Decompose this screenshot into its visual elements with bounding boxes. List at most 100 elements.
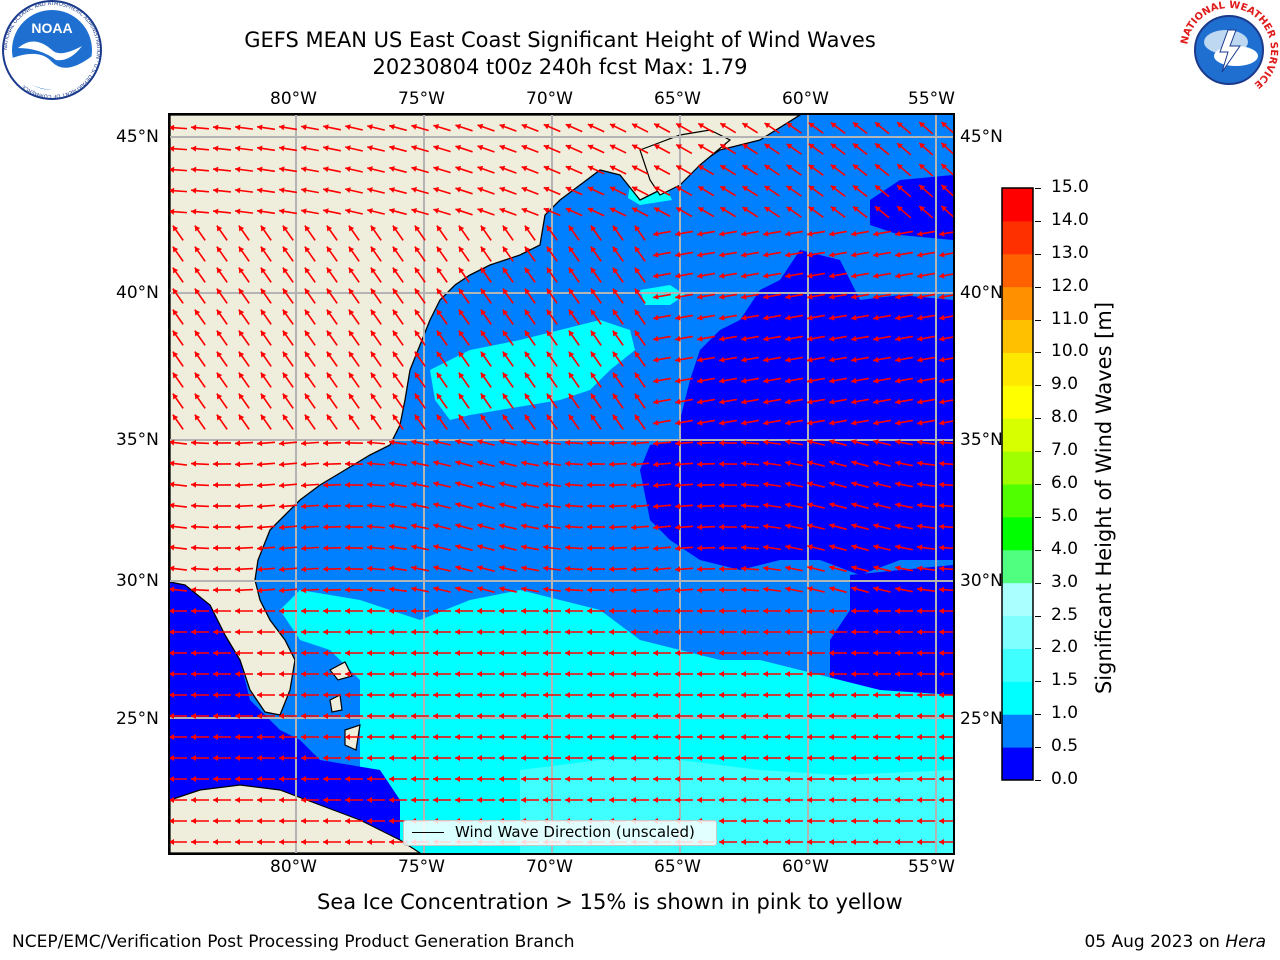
wind-arrow-head [524, 372, 531, 379]
colorbar-tick-label: 11.0 [1051, 308, 1089, 329]
wind-arrow-head [875, 185, 881, 191]
wind-arrow-head [873, 650, 878, 656]
wind-arrow-head [895, 419, 901, 426]
wind-arrow-head [565, 586, 571, 593]
wind-arrow-head [257, 187, 263, 194]
wind-arrow-head [392, 372, 399, 379]
wind-arrow-head [170, 565, 175, 572]
wind-arrow-head [191, 608, 196, 614]
wind-arrow-head [720, 123, 727, 129]
wind-arrow-head [785, 230, 791, 237]
wind-arrow-head [172, 288, 179, 295]
wind-arrow-head [654, 144, 660, 150]
wind-arrow-head [414, 309, 421, 316]
wind-arrow-head [939, 586, 945, 593]
wind-arrow-head [323, 461, 329, 468]
wind-arrow-head [477, 797, 482, 803]
wind-arrow-head [609, 608, 614, 614]
wind-arrow-head [521, 544, 527, 551]
wind-arrow-head [279, 124, 285, 131]
wind-arrow-head [213, 797, 218, 803]
wind-arrow-head [521, 713, 526, 719]
noaa-logo-icon: NOAA NATIONAL OCEANIC AND ATMOSPHERIC AD… [2, 0, 102, 100]
wind-arrow-head [521, 734, 526, 740]
wind-arrow-head [326, 225, 333, 232]
wind-arrow-head [941, 184, 948, 191]
wind-arrow-head [477, 144, 484, 151]
wind-arrow-head [807, 755, 812, 761]
wind-arrow-head [785, 398, 791, 405]
wind-arrow-head [411, 629, 416, 635]
wind-arrow-head [433, 207, 440, 214]
wind-arrow-head [634, 267, 641, 274]
wind-arrow-head [697, 293, 703, 300]
wind-arrow-head [873, 251, 879, 258]
wind-arrow-head [367, 187, 373, 193]
wind-arrow-head [609, 440, 615, 447]
wind-arrow-head [282, 372, 289, 379]
wind-arrow-head [480, 288, 487, 295]
wind-arrow-head [499, 544, 505, 551]
wind-arrow-head [719, 544, 725, 551]
wind-arrow-head [323, 208, 329, 215]
wind-arrow-head [304, 267, 311, 274]
wind-arrow-head [543, 629, 548, 635]
wind-arrow-head [521, 165, 528, 172]
wind-arrow-head [279, 145, 285, 152]
wind-arrow-head [543, 460, 549, 467]
wind-arrow-head [654, 123, 660, 129]
wind-arrow-head [851, 565, 857, 571]
wind-arrow-head [389, 481, 395, 488]
wind-arrow-head [763, 460, 769, 467]
wind-arrow-head [895, 692, 900, 698]
wind-arrow-head [741, 460, 747, 467]
colorbar-tick-mark [1035, 418, 1041, 420]
wind-arrow-head [895, 502, 901, 509]
wind-arrow-head [829, 608, 834, 614]
wind-arrow-head [895, 776, 900, 782]
wind-arrow-head [785, 335, 791, 342]
wind-arrow-head [829, 713, 834, 719]
wind-arrow-head [257, 587, 263, 594]
wind-arrow-head [546, 288, 553, 295]
wind-arrow-head [587, 776, 592, 782]
low-wave-region-gulf [170, 580, 400, 853]
wind-arrow-head [565, 165, 572, 172]
wind-arrow-head [939, 650, 944, 656]
wind-arrow-head [480, 372, 487, 379]
wind-arrow-head [785, 460, 791, 467]
wind-arrow-head [480, 267, 487, 274]
wind-arrow-head [279, 671, 284, 677]
wind-arrow-head [411, 776, 416, 782]
wind-arrow-head [675, 608, 680, 614]
wind-arrow-head [499, 650, 504, 656]
wind-arrow-head [194, 351, 201, 358]
wind-arrow-head [742, 186, 749, 192]
wind-arrow-head [565, 144, 572, 151]
wind-arrow-head [741, 439, 747, 446]
lat-label-left-45n: 45°N [116, 127, 159, 147]
wind-arrow-head [370, 414, 377, 421]
colorbar-tick-label: 4.0 [1051, 538, 1079, 559]
wind-arrow-head [279, 566, 285, 573]
wind-arrow-head [367, 145, 373, 151]
wind-arrow-head [829, 692, 834, 698]
wind-arrow-head [873, 293, 879, 300]
wind-arrow-head [917, 586, 923, 593]
wind-arrow-head [763, 797, 768, 803]
wind-arrow-head [458, 309, 465, 316]
wind-arrow-head [367, 544, 373, 551]
wind-arrow-head [345, 439, 351, 446]
wind-arrow-head [301, 503, 307, 510]
wind-arrow-head [719, 251, 725, 258]
wind-arrow-head [433, 165, 440, 172]
wind-arrow-head [279, 166, 285, 173]
wind-arrow-head [458, 267, 465, 274]
wind-arrow-head [851, 335, 857, 342]
wind-arrow-head [257, 692, 262, 698]
wind-arrow-head [587, 713, 592, 719]
wind-arrow-head [590, 288, 597, 295]
wind-arrow-head [741, 502, 747, 509]
wind-arrow-head [194, 330, 201, 337]
wind-arrow-head [675, 503, 681, 510]
